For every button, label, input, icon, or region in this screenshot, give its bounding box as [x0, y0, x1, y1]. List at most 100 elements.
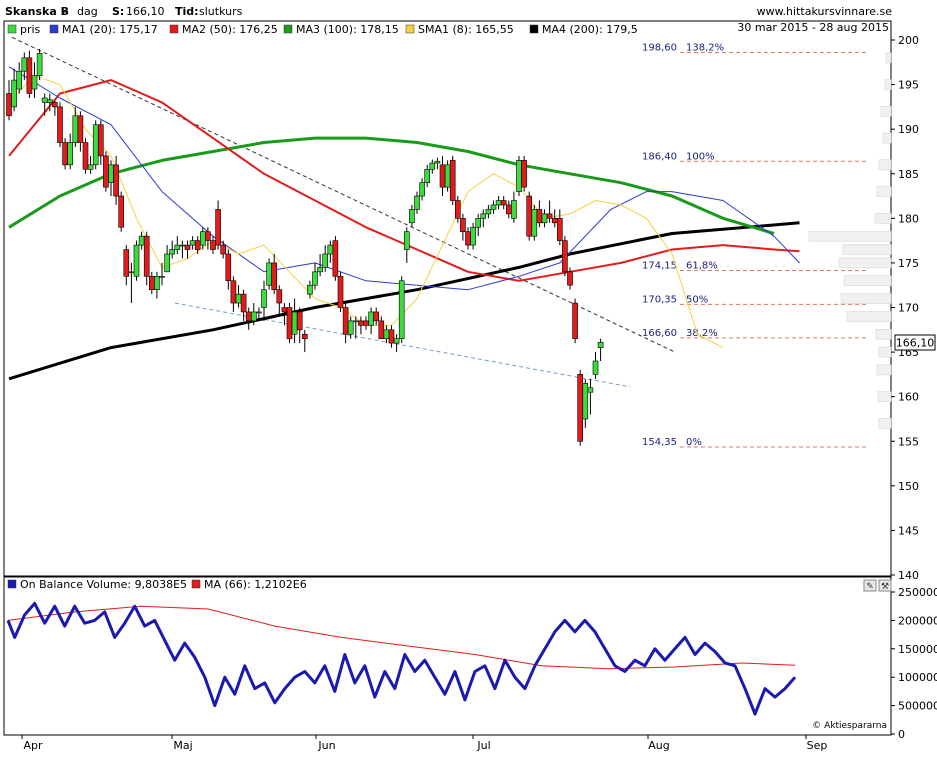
last-price-tag: 166,10: [894, 334, 936, 351]
svg-text:⚒: ⚒: [881, 582, 889, 592]
candle-body: [587, 387, 594, 393]
fib-price-label: 154,35: [642, 437, 677, 448]
price-tick-label: 195: [898, 79, 919, 92]
volume-profile-bar: [876, 364, 892, 376]
candle-body: [551, 218, 558, 224]
volume-y-axis: 0 500000 1000000 1500000 2000000 2500000: [891, 586, 937, 741]
candles: [6, 48, 604, 446]
tool-icon[interactable]: [863, 579, 877, 592]
interval-dash: -: [63, 5, 67, 18]
candle-body: [98, 124, 104, 157]
candle-body: [429, 162, 436, 170]
legend-label-4: SMA1 (8): 165,55: [418, 23, 514, 36]
trend-line-0: [11, 36, 676, 353]
candle-body: [398, 280, 405, 340]
candle-body: [67, 142, 73, 166]
candle-body: [31, 75, 38, 90]
candle-body: [261, 289, 267, 308]
candle-body: [516, 160, 522, 192]
candle-body: [567, 271, 573, 286]
price-tick-label: 155: [898, 435, 919, 448]
candle-body: [159, 275, 165, 278]
price-tick-label: 140: [898, 569, 919, 582]
candle-body: [495, 200, 502, 206]
volume-profile-bar: [875, 329, 892, 340]
volume-profile-bar: [884, 79, 892, 90]
candle-body: [133, 244, 140, 277]
candle-body: [475, 218, 482, 228]
candle-body: [378, 320, 385, 340]
volume-profile: [808, 52, 892, 429]
volume-plot-frame: [3, 576, 892, 736]
candle-body: [164, 253, 170, 273]
legend-label-2: MA2 (50): 176,25: [182, 23, 278, 36]
tid-value: slutkurs: [199, 5, 243, 18]
watermark: © Aktiespararna: [812, 721, 887, 731]
tid-label: Tid:: [175, 5, 199, 18]
candle-body: [108, 164, 114, 183]
price-tick-label: 175: [898, 257, 919, 270]
x-tick-label: Maj: [173, 739, 192, 752]
candle-body: [449, 160, 456, 201]
candle-body: [577, 374, 584, 442]
candle-body: [424, 168, 431, 183]
panel-buttons: ✎ ⚒: [863, 579, 892, 592]
candle-body: [373, 311, 380, 322]
candle-body: [419, 182, 425, 197]
candle-body: [439, 164, 446, 188]
candle-body: [521, 160, 527, 188]
volume-profile-bar: [877, 391, 892, 402]
svg-text:✎: ✎: [866, 582, 874, 592]
candle-body: [337, 275, 344, 308]
candle-body: [307, 284, 313, 295]
candle-body: [128, 271, 135, 274]
volume-legend-swatch-0: [7, 579, 17, 589]
candle-body: [256, 311, 262, 314]
candle-body: [388, 329, 395, 344]
candle-body: [143, 235, 150, 277]
candle-body: [281, 307, 288, 313]
candle-body: [358, 320, 364, 326]
candle-body: [291, 311, 298, 335]
candle-body: [179, 244, 186, 247]
moving-averages: [8, 66, 800, 381]
fib-pct-label: 0%: [686, 437, 702, 448]
ma20-line: [8, 66, 800, 291]
candle-body: [403, 231, 410, 250]
price-tick-label: 170: [898, 302, 919, 315]
candle-body: [383, 329, 390, 340]
candle-body: [57, 106, 63, 143]
candle-body: [286, 307, 293, 340]
volume-tick-label: 1500000: [898, 643, 937, 656]
candle-body: [409, 209, 415, 224]
volume-tick-label: 2500000: [898, 586, 937, 599]
site-url: www.hittakursvinnare.se: [757, 5, 893, 18]
candle-body: [312, 271, 318, 286]
candle-body: [562, 240, 568, 273]
legend-swatch-0: [7, 24, 17, 34]
volume-legend-label-0: On Balance Volume: 9,8038E5: [20, 578, 187, 591]
candle-body: [92, 124, 99, 166]
candle-body: [414, 195, 420, 210]
candle-body: [220, 244, 226, 255]
candle-body: [460, 218, 466, 233]
candle-body: [465, 231, 471, 246]
candle-body: [480, 213, 487, 219]
candle-body: [46, 99, 53, 103]
candle-body: [582, 382, 589, 420]
volume-profile-bar: [838, 257, 892, 269]
wrench-icon[interactable]: [878, 579, 892, 592]
candle-body: [149, 275, 155, 290]
candle-body: [485, 209, 492, 215]
volume-profile-bar: [878, 159, 892, 171]
s-value: 166,10: [126, 5, 165, 18]
candle-body: [500, 200, 507, 206]
legend-label-1: MA1 (20): 175,17: [62, 23, 158, 36]
candle-body: [444, 164, 451, 188]
candle-body: [271, 262, 278, 290]
price-tick-label: 180: [898, 212, 919, 225]
candle-body: [332, 240, 339, 277]
candle-body: [490, 204, 497, 210]
price-tick-label: 200: [898, 34, 919, 47]
